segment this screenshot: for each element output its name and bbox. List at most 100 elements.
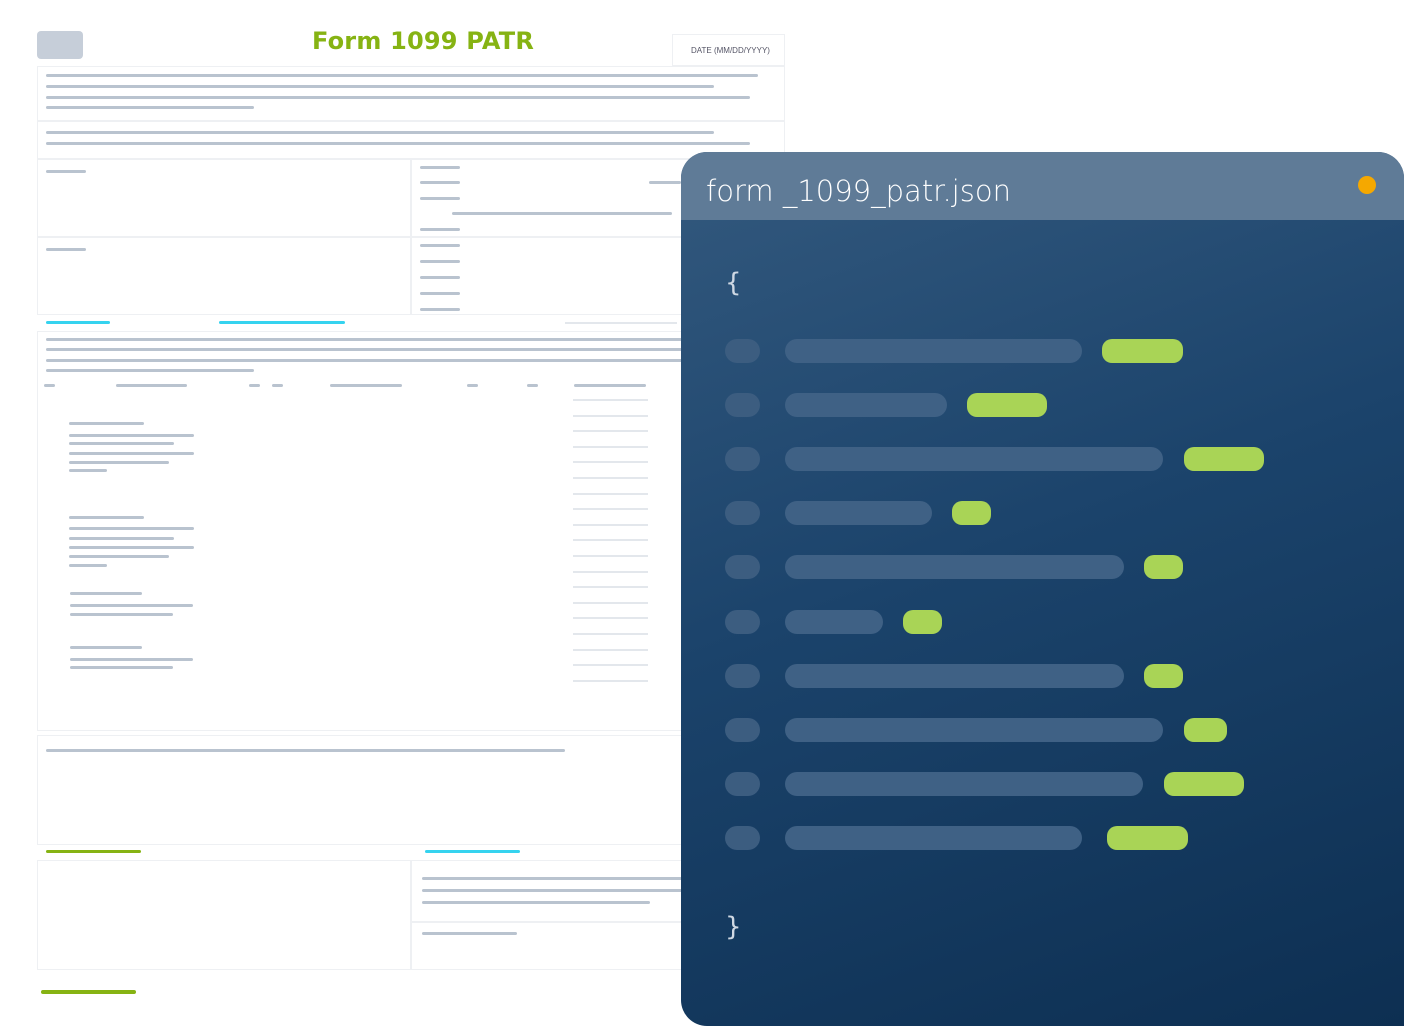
placeholder-line bbox=[69, 442, 174, 445]
placeholder-line bbox=[422, 932, 517, 935]
json-value-placeholder bbox=[952, 501, 991, 526]
placeholder-line bbox=[69, 434, 194, 437]
form-section bbox=[37, 121, 785, 159]
form-section bbox=[37, 237, 411, 315]
placeholder-line bbox=[69, 564, 107, 567]
placeholder-line bbox=[116, 384, 187, 387]
json-value-placeholder bbox=[1184, 447, 1264, 472]
placeholder-line bbox=[46, 749, 565, 752]
placeholder-line bbox=[573, 571, 648, 573]
json-panel: form _1099_patr.json { } bbox=[681, 152, 1404, 1026]
placeholder-line bbox=[565, 322, 677, 324]
form-section bbox=[37, 860, 411, 970]
placeholder-line bbox=[69, 527, 194, 530]
json-line-marker bbox=[725, 339, 760, 363]
placeholder-line bbox=[272, 384, 283, 387]
placeholder-line bbox=[46, 142, 750, 145]
cyan-underline bbox=[219, 321, 345, 324]
placeholder-line bbox=[69, 546, 194, 549]
placeholder-line bbox=[46, 170, 86, 173]
json-key-placeholder bbox=[785, 717, 1163, 742]
json-line-marker bbox=[725, 447, 760, 472]
status-dot-icon bbox=[1358, 176, 1376, 194]
json-line-marker bbox=[725, 555, 760, 580]
placeholder-line bbox=[420, 244, 460, 247]
cyan-underline bbox=[425, 850, 520, 853]
form-section bbox=[37, 331, 785, 731]
json-filename: form _1099_patr.json bbox=[706, 174, 1011, 208]
placeholder-line bbox=[46, 96, 750, 99]
placeholder-line bbox=[420, 228, 460, 231]
placeholder-line bbox=[649, 181, 681, 184]
json-value-placeholder bbox=[1144, 663, 1183, 688]
placeholder-line bbox=[573, 555, 648, 557]
placeholder-line bbox=[573, 399, 648, 401]
placeholder-line bbox=[573, 477, 648, 479]
json-line-marker bbox=[725, 501, 760, 526]
placeholder-line bbox=[70, 604, 193, 607]
placeholder-line bbox=[573, 586, 648, 588]
json-value-placeholder bbox=[903, 609, 942, 634]
placeholder-line bbox=[46, 338, 686, 341]
json-key-placeholder bbox=[785, 555, 1124, 580]
json-key-placeholder bbox=[785, 339, 1082, 363]
placeholder-line bbox=[70, 646, 142, 649]
placeholder-line bbox=[467, 384, 478, 387]
json-key-placeholder bbox=[785, 393, 947, 418]
placeholder-line bbox=[422, 877, 682, 880]
json-panel-header: form _1099_patr.json bbox=[681, 152, 1404, 220]
placeholder-line bbox=[422, 889, 682, 892]
json-line-marker bbox=[725, 771, 760, 796]
json-key-placeholder bbox=[785, 501, 932, 526]
placeholder-line bbox=[527, 384, 538, 387]
form-title: Form 1099 PATR bbox=[312, 27, 535, 55]
json-value-placeholder bbox=[1144, 555, 1183, 580]
green-underline bbox=[41, 990, 136, 994]
close-brace: } bbox=[725, 912, 742, 942]
placeholder-line bbox=[573, 508, 648, 510]
placeholder-line bbox=[69, 452, 194, 455]
json-value-placeholder bbox=[967, 393, 1047, 418]
placeholder-line bbox=[573, 602, 648, 604]
placeholder-line bbox=[70, 666, 173, 669]
placeholder-line bbox=[420, 276, 460, 279]
placeholder-line bbox=[452, 212, 672, 215]
placeholder-line bbox=[70, 592, 142, 595]
json-key-placeholder bbox=[785, 447, 1163, 472]
json-value-placeholder bbox=[1102, 339, 1183, 363]
placeholder-line bbox=[420, 181, 460, 184]
placeholder-line bbox=[46, 74, 758, 77]
json-key-placeholder bbox=[785, 663, 1124, 688]
json-line-marker bbox=[725, 825, 760, 850]
placeholder-line bbox=[69, 555, 169, 558]
placeholder-line bbox=[46, 131, 714, 134]
placeholder-line bbox=[44, 384, 55, 387]
placeholder-line bbox=[573, 415, 648, 417]
json-key-placeholder bbox=[785, 771, 1143, 796]
placeholder-line bbox=[574, 384, 646, 387]
placeholder-line bbox=[69, 422, 144, 425]
date-field[interactable]: DATE (MM/DD/YYYY) bbox=[672, 34, 785, 66]
cyan-underline bbox=[46, 321, 110, 324]
placeholder-line bbox=[69, 516, 144, 519]
placeholder-line bbox=[420, 308, 460, 311]
form-section bbox=[37, 66, 785, 121]
placeholder-line bbox=[573, 664, 648, 666]
placeholder-line bbox=[573, 633, 648, 635]
placeholder-line bbox=[69, 469, 107, 472]
placeholder-line bbox=[422, 901, 650, 904]
placeholder-line bbox=[573, 446, 648, 448]
placeholder-line bbox=[573, 617, 648, 619]
placeholder-line bbox=[46, 359, 686, 362]
json-key-placeholder bbox=[785, 825, 1082, 850]
open-brace: { bbox=[725, 268, 742, 298]
json-line-marker bbox=[725, 393, 760, 418]
placeholder-line bbox=[573, 493, 648, 495]
placeholder-line bbox=[420, 260, 460, 263]
placeholder-line bbox=[420, 197, 460, 200]
placeholder-line bbox=[70, 658, 193, 661]
json-line-marker bbox=[725, 717, 760, 742]
placeholder-line bbox=[573, 680, 648, 682]
placeholder-line bbox=[69, 461, 169, 464]
placeholder-line bbox=[46, 369, 254, 372]
